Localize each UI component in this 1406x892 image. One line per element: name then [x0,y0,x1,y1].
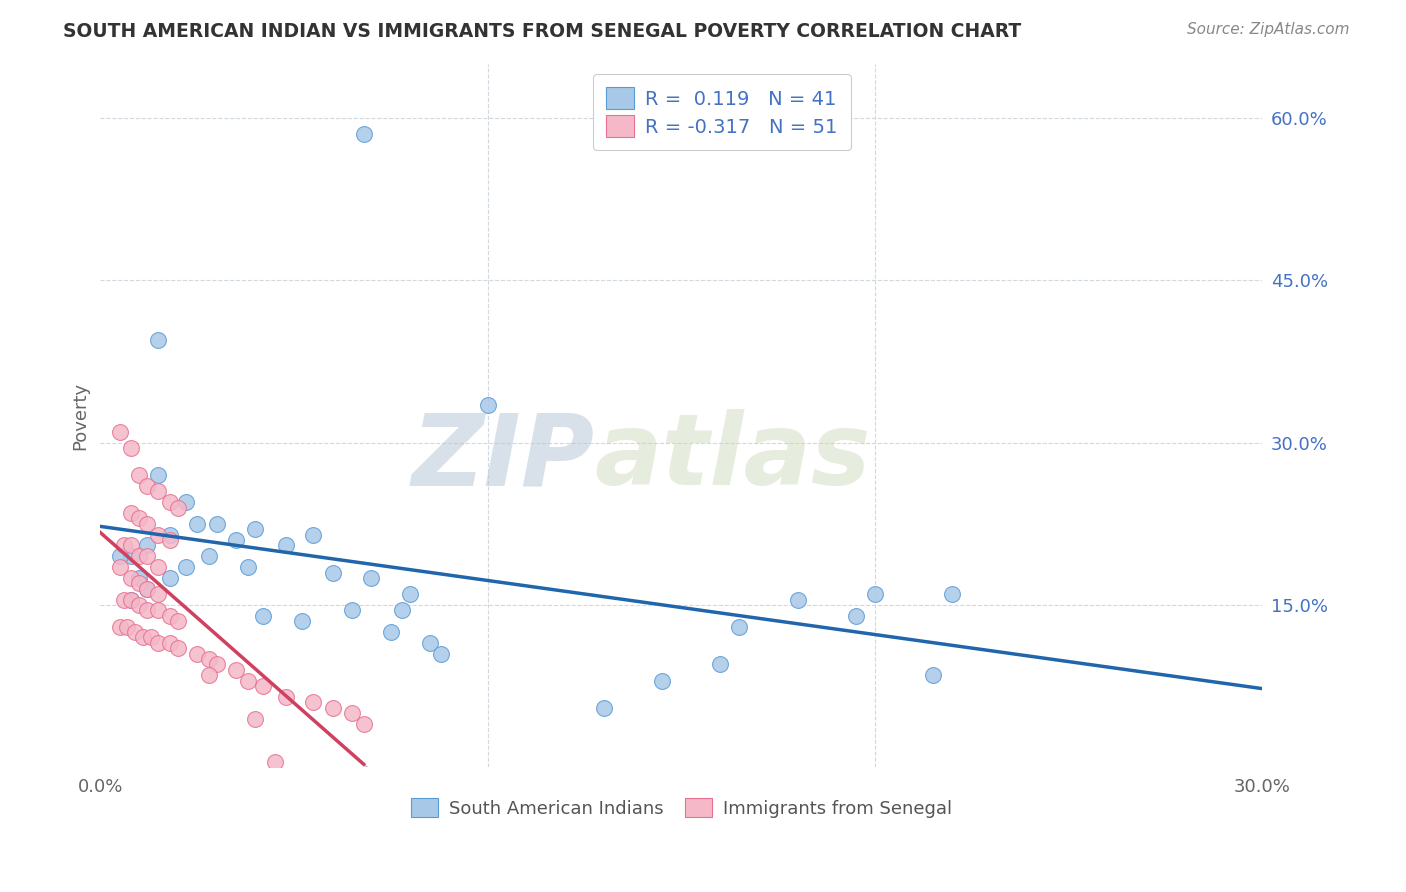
Point [135,539,157,553]
Point [276,690,298,704]
Point [148,603,170,617]
Point [186,516,208,531]
Point [124,625,146,640]
Point [148,636,170,650]
Point [117,619,139,633]
Point [236,560,259,574]
Point [380,625,402,640]
Point [128,468,150,483]
Point [120,592,142,607]
Point [353,128,375,142]
Point [353,717,375,731]
Point [128,598,150,612]
Point [728,619,751,633]
Point [159,533,181,547]
Point [252,679,274,693]
Point [592,700,614,714]
Point [120,549,142,564]
Point [108,560,131,574]
Point [225,533,247,547]
Text: Source: ZipAtlas.com: Source: ZipAtlas.com [1187,22,1350,37]
Point [941,587,963,601]
Point [135,582,157,596]
Point [477,398,499,412]
Point [302,527,325,541]
Point [159,608,181,623]
Point [148,560,170,574]
Point [322,700,344,714]
Point [135,549,157,564]
Point [159,571,181,585]
Text: SOUTH AMERICAN INDIAN VS IMMIGRANTS FROM SENEGAL POVERTY CORRELATION CHART: SOUTH AMERICAN INDIAN VS IMMIGRANTS FROM… [63,22,1022,41]
Point [322,566,344,580]
Point [236,673,259,688]
Point [120,539,142,553]
Point [135,603,157,617]
Point [120,506,142,520]
Point [120,571,142,585]
Point [166,500,188,515]
Point [399,587,422,601]
Point [198,549,221,564]
Point [340,603,363,617]
Point [148,468,170,483]
Point [120,441,142,455]
Point [148,527,170,541]
Point [135,479,157,493]
Text: ZIP: ZIP [411,409,595,507]
Point [148,484,170,499]
Point [198,668,221,682]
Point [863,587,886,601]
Point [139,631,162,645]
Point [198,652,221,666]
Point [159,495,181,509]
Point [132,631,155,645]
Point [245,522,267,536]
Point [112,539,135,553]
Point [276,539,298,553]
Point [430,647,453,661]
Point [108,425,131,439]
Point [128,576,150,591]
Point [108,619,131,633]
Point [159,527,181,541]
Point [419,636,441,650]
Point [135,516,157,531]
Point [391,603,413,617]
Y-axis label: Poverty: Poverty [72,382,89,450]
Point [263,755,285,769]
Point [651,673,673,688]
Point [245,712,267,726]
Point [360,571,382,585]
Point [922,668,945,682]
Point [108,549,131,564]
Point [205,657,228,672]
Point [128,549,150,564]
Point [225,663,247,677]
Point [120,592,142,607]
Point [205,516,228,531]
Point [174,560,197,574]
Point [148,587,170,601]
Point [291,614,314,628]
Point [166,641,188,656]
Point [340,706,363,721]
Point [709,657,731,672]
Point [786,592,808,607]
Point [302,695,325,709]
Point [128,511,150,525]
Point [845,608,868,623]
Point [186,647,208,661]
Point [135,582,157,596]
Point [166,614,188,628]
Text: atlas: atlas [595,409,870,507]
Point [159,636,181,650]
Legend: South American Indians, Immigrants from Senegal: South American Indians, Immigrants from … [404,791,959,825]
Point [128,571,150,585]
Point [148,333,170,347]
Point [174,495,197,509]
Point [252,608,274,623]
Point [112,592,135,607]
